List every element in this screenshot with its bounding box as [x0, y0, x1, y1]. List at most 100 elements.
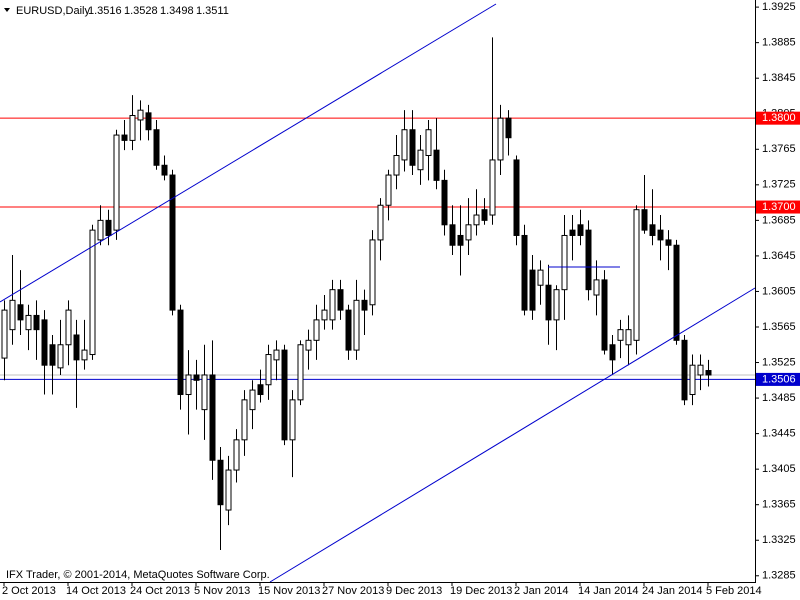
- candle-body-bear: [169, 174, 176, 311]
- x-tick-label: 14 Oct 2013: [66, 585, 126, 597]
- candle-body-bull: [9, 299, 16, 331]
- candle-body-bear: [665, 239, 672, 246]
- candle-body-bear: [481, 209, 488, 221]
- candle-body-bull: [241, 399, 248, 441]
- y-tick-label: 1.3565: [762, 321, 796, 333]
- candle-body-bear: [105, 219, 112, 236]
- candle-body-bull: [313, 319, 320, 341]
- x-tick-label: 9 Dec 2013: [386, 585, 442, 597]
- candle-body-bull: [401, 129, 408, 161]
- ohlc-low: 1.3498: [160, 5, 194, 17]
- candle-body-bear: [601, 279, 608, 351]
- candle-body-bull: [489, 159, 496, 216]
- candle-body-bull: [137, 109, 144, 121]
- candle-body-bull: [305, 339, 312, 351]
- candle-body-bull: [249, 389, 256, 411]
- candle-body-bull: [465, 224, 472, 241]
- candle-body-bull: [65, 309, 72, 346]
- candle-body-bear: [609, 344, 616, 361]
- candle-body-bear: [545, 284, 552, 321]
- candle-body-bear: [177, 309, 184, 396]
- plot-area: [0, 37, 755, 551]
- candle-body-bull: [265, 354, 272, 386]
- y-tick-label: 1.3445: [762, 428, 796, 440]
- candle-body-bear: [73, 334, 80, 361]
- candle-body-bull: [273, 349, 280, 361]
- candle-body-bull: [113, 134, 120, 231]
- candle-body-bear: [281, 349, 288, 441]
- candle-body-bear: [705, 370, 712, 376]
- y-tick-label: 1.3285: [762, 570, 796, 582]
- chart-title: EURUSD,Daily: [16, 5, 90, 17]
- price-level-label: 1.3506: [762, 373, 796, 385]
- y-tick-label: 1.3525: [762, 356, 796, 368]
- candle-body-bull: [473, 214, 480, 226]
- candle-body-bull: [297, 344, 304, 401]
- candle-body-bull: [385, 174, 392, 206]
- candle-body-bull: [393, 154, 400, 176]
- candle-body-bull: [369, 239, 376, 306]
- y-tick-label: 1.3685: [762, 214, 796, 226]
- candle-body-bull: [81, 349, 88, 361]
- x-tick-label: 14 Jan 2014: [578, 585, 639, 597]
- candle-body-bull: [561, 234, 568, 291]
- candle-body-bear: [449, 224, 456, 246]
- candle-body-bull: [321, 309, 328, 321]
- candle-body-bull: [185, 374, 192, 396]
- x-tick-label: 19 Dec 2013: [450, 585, 512, 597]
- y-tick-label: 1.3605: [762, 285, 796, 297]
- candle-body-bull: [697, 364, 704, 376]
- price-level-tag: [756, 372, 800, 386]
- candle-body-bull: [329, 289, 336, 321]
- candle-body-bull: [89, 229, 96, 356]
- y-tick-label: 1.3725: [762, 179, 796, 191]
- candle-body-bear: [649, 224, 656, 236]
- candle-body-bear: [433, 149, 440, 181]
- candle-body-bull: [593, 279, 600, 296]
- candle-body-bear: [521, 234, 528, 311]
- candle-body-bear: [17, 304, 24, 321]
- candle-body-bull: [497, 117, 504, 161]
- candle-body-bear: [641, 209, 648, 231]
- candle-body-bull: [633, 209, 640, 341]
- x-tick-label: 27 Nov 2013: [322, 585, 384, 597]
- candle-body-bear: [585, 229, 592, 291]
- x-tick-label: 5 Feb 2014: [706, 585, 762, 597]
- trend-line: [269, 287, 756, 583]
- y-tick-label: 1.3885: [762, 37, 796, 49]
- price-level-label: 1.3700: [762, 201, 796, 213]
- candle-body-bear: [681, 339, 688, 401]
- candle-body-bear: [505, 117, 512, 139]
- x-tick-label: 15 Nov 2013: [258, 585, 320, 597]
- candle-body-bull: [289, 399, 296, 441]
- candle-body-bull: [225, 469, 232, 511]
- candle-body-bull: [233, 439, 240, 471]
- candle-body-bear: [161, 164, 168, 176]
- price-level-tag: [756, 111, 800, 125]
- candle-body-bear: [41, 319, 48, 366]
- collapse-icon[interactable]: [4, 8, 10, 12]
- x-tick-label: 24 Oct 2013: [130, 585, 190, 597]
- candle-body-bull: [25, 314, 32, 331]
- y-tick-label: 1.3925: [762, 1, 796, 13]
- candle-body-bull: [1, 309, 8, 359]
- ohlc-open: 1.3516: [88, 5, 122, 17]
- candle-body-bear: [49, 344, 56, 366]
- candle-body-bull: [417, 149, 424, 171]
- candle-body-bull: [57, 344, 64, 369]
- candle-body-bear: [529, 269, 536, 311]
- candle-body-bull: [377, 204, 384, 241]
- candle-body-bull: [129, 115, 136, 141]
- candle-body-bear: [33, 314, 40, 331]
- candle-body-bear: [217, 459, 224, 506]
- candle-body-bull: [97, 219, 104, 241]
- x-tick-label: 5 Nov 2013: [194, 585, 250, 597]
- y-tick-label: 1.3325: [762, 534, 796, 546]
- candle-body-bear: [153, 129, 160, 166]
- y-tick-label: 1.3365: [762, 499, 796, 511]
- candle-body-bear: [657, 229, 664, 241]
- price-level-label: 1.3800: [762, 112, 796, 124]
- candle-body-bull: [617, 329, 624, 341]
